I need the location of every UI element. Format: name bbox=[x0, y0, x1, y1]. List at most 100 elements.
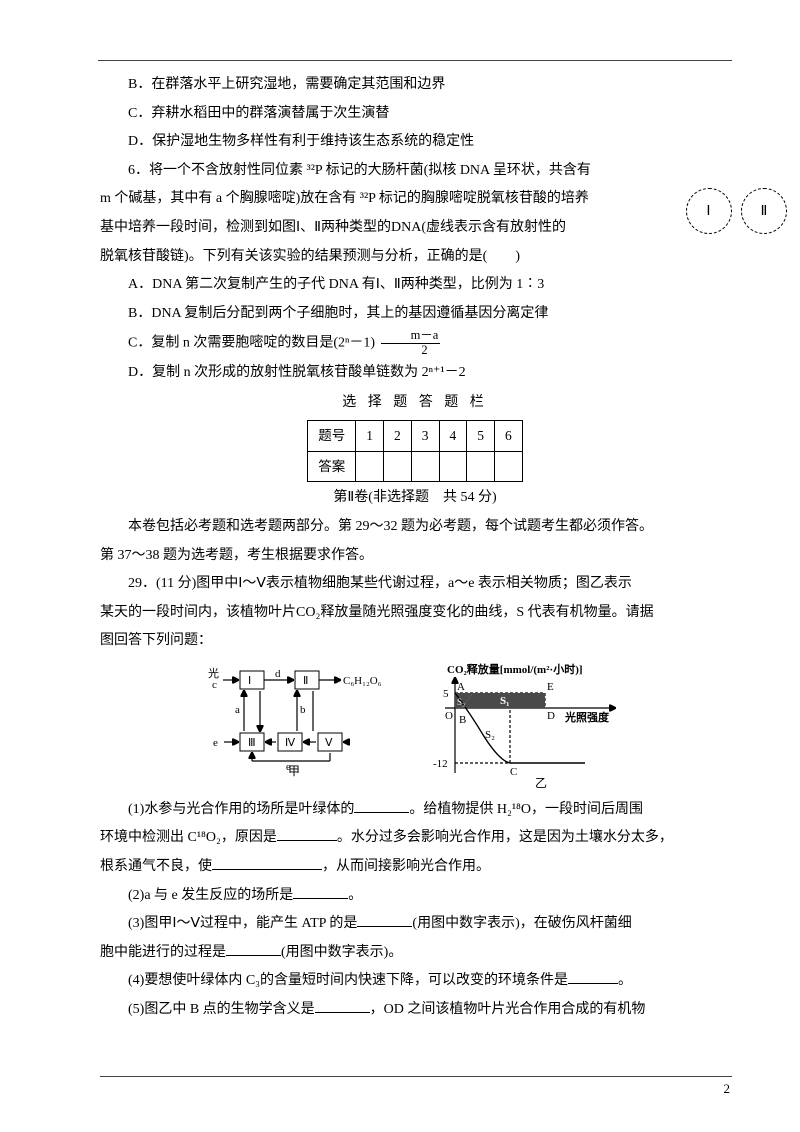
fig-yi-C: C bbox=[510, 766, 517, 778]
answer-th-5: 5 bbox=[467, 421, 495, 452]
page-number: 2 bbox=[724, 1077, 731, 1102]
q29-p1-f: ，从而间接影响光合作用。 bbox=[322, 859, 490, 874]
q29-p1: (1)水参与光合作用的场所是叶绿体的 。给植物提供 H₂¹⁸O，一段时间后周围 bbox=[100, 797, 730, 824]
part2-title: 第Ⅱ卷(非选择题 共 54 分) bbox=[100, 485, 730, 512]
answer-cell-2[interactable] bbox=[384, 451, 412, 482]
q29-stem-line3: 图回答下列问题： bbox=[100, 628, 730, 655]
blank[interactable] bbox=[293, 885, 348, 899]
answer-th-label: 题号 bbox=[308, 421, 356, 452]
answer-cell-4[interactable] bbox=[439, 451, 467, 482]
q29-p4: (4)要想使叶绿体内 C₃的含量短时间内快速下降，可以改变的环境条件是 。 bbox=[100, 968, 730, 995]
figure-yi: CO₂释放量[mmol/(m²·小时)] 5 -12 A bbox=[415, 663, 630, 793]
q6-option-a: A．DNA 第二次复制产生的子代 DNA 有Ⅰ、Ⅱ两种类型，比例为 1∶3 bbox=[100, 272, 730, 299]
q29-p2-b: 。 bbox=[348, 888, 362, 903]
fig-yi-ylabel: CO₂释放量[mmol/(m²·小时)] bbox=[447, 663, 583, 676]
q6-stem-line2: m 个碱基，其中有 a 个胸腺嘧啶)放在含有 ³²P 标记的胸腺嘧啶脱氧核苷酸的… bbox=[100, 186, 730, 213]
blank[interactable] bbox=[357, 913, 412, 927]
page-content: B．在群落水平上研究湿地，需要确定其范围和边界 C．弃耕水稻田中的群落演替属于次… bbox=[0, 0, 800, 1066]
answer-table: 题号 1 2 3 4 5 6 答案 bbox=[307, 420, 523, 482]
fig-jia-box-2: Ⅱ bbox=[303, 675, 308, 687]
q6-option-c-prefix: C．复制 n 次需要胞嘧啶的数目是(2ⁿ－1) bbox=[128, 336, 375, 351]
answer-table-answer-row: 答案 bbox=[308, 451, 523, 482]
answer-table-header-row: 题号 1 2 3 4 5 6 bbox=[308, 421, 523, 452]
blank[interactable] bbox=[277, 827, 337, 841]
answer-table-title: 选 择 题 答 题 栏 bbox=[100, 390, 730, 417]
fig-jia-c: c bbox=[212, 679, 217, 691]
fig-yi-A: A bbox=[457, 681, 465, 693]
answer-th-6: 6 bbox=[495, 421, 523, 452]
blank[interactable] bbox=[354, 799, 409, 813]
q29-p3: (3)图甲Ⅰ～Ⅴ过程中，能产生 ATP 的是 (用图中数字表示)，在破伤风杆菌细 bbox=[100, 911, 730, 938]
q29-p3-b: (用图中数字表示)，在破伤风杆菌细 bbox=[412, 916, 631, 931]
fig-jia-e2: e bbox=[286, 762, 291, 773]
q29-figures: Ⅰ Ⅱ Ⅲ Ⅳ Ⅴ bbox=[100, 663, 730, 793]
q6-option-d: D．复制 n 次形成的放射性脱氧核苷酸单链数为 2ⁿ⁺¹－2 bbox=[100, 360, 730, 387]
q29-p1-e: 根系通气不良，使 bbox=[100, 859, 212, 874]
answer-th-3: 3 bbox=[411, 421, 439, 452]
fig-jia-box-4: Ⅳ bbox=[285, 737, 296, 749]
q5-option-c: C．弃耕水稻田中的群落演替属于次生演替 bbox=[100, 101, 730, 128]
q29-p1-c: 环境中检测出 C¹⁸O₂，原因是 bbox=[100, 830, 277, 845]
part2-intro-line2: 第 37～38 题为选考题，考生根据要求作答。 bbox=[100, 543, 730, 570]
fig-yi-B: B bbox=[459, 714, 466, 726]
figure-jia: Ⅰ Ⅱ Ⅲ Ⅳ Ⅴ bbox=[200, 663, 385, 793]
fig-yi-y5: 5 bbox=[443, 688, 449, 700]
q6-option-c: C．复制 n 次需要胞嘧啶的数目是(2ⁿ－1) m－a 2 bbox=[100, 329, 730, 358]
answer-cell-5[interactable] bbox=[467, 451, 495, 482]
fig-jia-box-5: Ⅴ bbox=[325, 737, 333, 749]
fig-yi-xlabel: 光照强度 bbox=[564, 710, 610, 724]
q6-stem-line4: 脱氧核苷酸链)。下列有关该实验的结果预测与分析，正确的是( ) bbox=[100, 244, 730, 271]
q29-stem-line1: 29．(11 分)图甲中Ⅰ～Ⅴ表示植物细胞某些代谢过程，a～e 表示相关物质；图… bbox=[100, 571, 730, 598]
fig-yi-D: D bbox=[547, 710, 555, 722]
q5-option-b: B．在群落水平上研究湿地，需要确定其范围和边界 bbox=[100, 72, 730, 99]
fig-yi-label: 乙 bbox=[535, 776, 547, 790]
fig-jia-a: a bbox=[235, 704, 240, 716]
q29-p4-b: 。 bbox=[618, 973, 632, 988]
q29-p1-a: (1)水参与光合作用的场所是叶绿体的 bbox=[128, 802, 354, 817]
fig-yi-S3: S₃ bbox=[457, 697, 465, 707]
q29-stem-line2: 某天的一段时间内，该植物叶片CO₂释放量随光照强度变化的曲线，S 代表有机物量。… bbox=[100, 600, 730, 627]
q6-option-b: B．DNA 复制后分配到两个子细胞时，其上的基因遵循基因分离定律 bbox=[100, 301, 730, 328]
answer-th-2: 2 bbox=[384, 421, 412, 452]
answer-cell-1[interactable] bbox=[356, 451, 384, 482]
fig-yi-S1: S₁ bbox=[500, 695, 509, 707]
answer-cell-6[interactable] bbox=[495, 451, 523, 482]
fig-yi-E: E bbox=[547, 681, 554, 693]
q29-p1-line2: 环境中检测出 C¹⁸O₂，原因是 。水分过多会影响光合作用，这是因为土壤水分太多， bbox=[100, 825, 730, 852]
q29-p4-a: (4)要想使叶绿体内 C₃的含量短时间内快速下降，可以改变的环境条件是 bbox=[128, 973, 568, 988]
q29-p5: (5)图乙中 B 点的生物学含义是，OD 之间该植物叶片光合作用合成的有机物 bbox=[100, 997, 730, 1024]
part2-intro-line1: 本卷包括必考题和选考题两部分。第 29～32 题为必考题，每个试题考生都必须作答… bbox=[100, 514, 730, 541]
fig-jia-light: 光 bbox=[208, 666, 219, 680]
fig-jia-e: e bbox=[213, 737, 218, 749]
q6-option-c-fraction: m－a 2 bbox=[381, 329, 441, 358]
q6-frac-num: m－a bbox=[381, 329, 441, 344]
blank[interactable] bbox=[212, 856, 322, 870]
bottom-rule bbox=[100, 1076, 732, 1077]
q29-p1-line3: 根系通气不良，使 ，从而间接影响光合作用。 bbox=[100, 854, 730, 881]
fig-yi-S2: S₂ bbox=[485, 729, 495, 741]
blank[interactable] bbox=[226, 942, 281, 956]
q29-p1-b: 。给植物提供 H₂¹⁸O，一段时间后周围 bbox=[409, 802, 643, 817]
q29-p2-a: (2)a 与 e 发生反应的场所是 bbox=[128, 888, 293, 903]
fig-jia-glucose: C₆H₁₂O₆ bbox=[343, 675, 382, 687]
q6-stem-line3: 基中培养一段时间，检测到如图Ⅰ、Ⅱ两种类型的DNA(虚线表示含有放射性的 bbox=[100, 215, 730, 242]
q29-p3-d: (用图中数字表示)。 bbox=[281, 945, 402, 960]
fig-jia-d: d bbox=[275, 668, 281, 680]
fig-jia-box-1: Ⅰ bbox=[248, 675, 251, 687]
blank[interactable] bbox=[568, 970, 618, 984]
q6-stem-line1: 6．将一个不含放射性同位素 ³²P 标记的大肠杆菌(拟核 DNA 呈环状，共含有 bbox=[100, 158, 730, 185]
fig-yi-O: O bbox=[445, 710, 453, 722]
q5-option-d: D．保护湿地生物多样性有利于维持该生态系统的稳定性 bbox=[100, 129, 730, 156]
q29-p5-a: (5)图乙中 B 点的生物学含义是 bbox=[128, 1002, 315, 1017]
blank[interactable] bbox=[315, 999, 370, 1013]
answer-th-4: 4 bbox=[439, 421, 467, 452]
q29-p2: (2)a 与 e 发生反应的场所是 。 bbox=[100, 883, 730, 910]
q29-p3-a: (3)图甲Ⅰ～Ⅴ过程中，能产生 ATP 的是 bbox=[128, 916, 357, 931]
q29-p3-c: 胞中能进行的过程是 bbox=[100, 945, 226, 960]
fig-jia-box-3: Ⅲ bbox=[248, 737, 256, 749]
q6-frac-den: 2 bbox=[381, 344, 441, 358]
fig-jia-b: b bbox=[300, 704, 306, 716]
answer-th-1: 1 bbox=[356, 421, 384, 452]
answer-cell-3[interactable] bbox=[411, 451, 439, 482]
q29-p1-d: 。水分过多会影响光合作用，这是因为土壤水分太多， bbox=[337, 830, 673, 845]
